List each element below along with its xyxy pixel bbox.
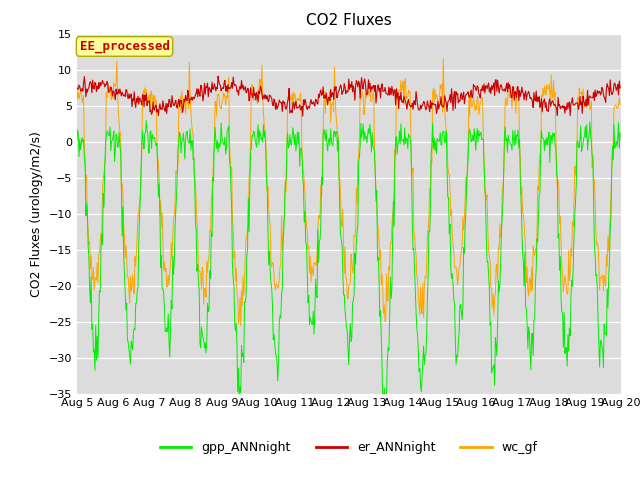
Legend: gpp_ANNnight, er_ANNnight, wc_gf: gpp_ANNnight, er_ANNnight, wc_gf xyxy=(155,436,543,459)
Text: EE_processed: EE_processed xyxy=(79,40,170,53)
Y-axis label: CO2 Fluxes (urology/m2/s): CO2 Fluxes (urology/m2/s) xyxy=(30,131,43,297)
Title: CO2 Fluxes: CO2 Fluxes xyxy=(306,13,392,28)
